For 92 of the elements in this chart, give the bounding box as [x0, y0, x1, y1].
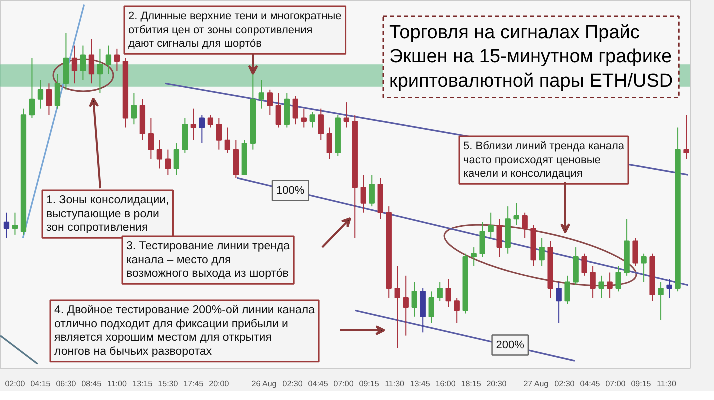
x-tick-label: 13:45	[410, 380, 431, 388]
annotation: 4. Двойное тестирование 200%-ой линии канала отлично подходит для фиксации прибыли и является хорошим местом для открытия лонгов на бычьих разворотах	[54, 304, 316, 358]
annotation: 3. Тестирование линии тренда канала – место для возможного выхода из шорто́в	[126, 240, 291, 280]
candlestick	[394, 266, 400, 349]
x-tick-label: 09:15	[631, 380, 652, 388]
candlestick	[190, 108, 197, 141]
x-tick-label: 08:45	[82, 380, 102, 388]
candlestick	[29, 58, 36, 119]
candlestick	[598, 275, 604, 298]
candlestick	[131, 92, 138, 126]
candlestick	[216, 118, 222, 150]
x-tick-label: 07:00	[606, 380, 626, 388]
x-tick-label: 11:30	[656, 380, 677, 388]
candlestick	[556, 282, 562, 324]
text: Торговля на сигналах Прайс Экшен на 15-минутном графике криптовалютной пары ETH/USD	[390, 22, 674, 92]
candlestick	[267, 89, 273, 116]
candlestick	[199, 114, 206, 144]
x-tick-label: 02:00	[5, 380, 26, 388]
candlestick	[224, 127, 231, 154]
x-tick-label: 18:15	[461, 380, 482, 388]
x-tick-label: 17:45	[184, 380, 204, 388]
candlestick	[38, 80, 44, 110]
candlestick	[46, 83, 52, 116]
candlestick	[360, 174, 366, 214]
candlestick	[88, 38, 95, 84]
candlestick	[582, 253, 588, 276]
candlestick	[539, 238, 545, 267]
candlestick	[607, 272, 613, 298]
x-tick-label: 16:00	[436, 380, 456, 388]
candlestick	[174, 143, 180, 176]
candlestick	[632, 238, 638, 267]
candlestick	[72, 45, 78, 84]
candlestick	[616, 266, 622, 292]
candlestick	[114, 48, 120, 72]
candlestick	[310, 111, 316, 128]
x-tick-label: 26 Aug	[252, 380, 277, 388]
x-tick-label: 04:45	[580, 380, 601, 388]
candlestick	[80, 45, 86, 81]
x-tick-label: 27 Aug	[524, 380, 549, 388]
x-tick-label: 02:30	[554, 380, 576, 388]
x-tick-label: 09:15	[359, 380, 380, 388]
annotation: 2. Длинные верхние тени и многократные отбития цен от зоны сопротивления дают сигналы для шорто́в	[128, 10, 342, 50]
x-tick-label: 07:00	[334, 380, 354, 388]
candlestick	[658, 282, 664, 321]
candlestick	[684, 114, 690, 160]
candlestick	[106, 45, 112, 75]
candlestick	[403, 275, 409, 336]
x-tick-label: 02:30	[282, 380, 304, 388]
x-tick-label: 04:45	[308, 380, 329, 388]
candlestick	[522, 212, 528, 239]
x-tick-label: 13:15	[132, 380, 154, 388]
candlestick	[480, 222, 486, 258]
x-tick-label: 06:30	[56, 380, 77, 388]
candlestick	[666, 278, 672, 298]
candlestick	[326, 127, 332, 160]
x-tick-label: 15:30	[158, 380, 179, 388]
candlestick	[208, 114, 214, 128]
candlestick	[428, 291, 434, 324]
candlestick	[148, 118, 154, 160]
candlestick	[564, 275, 570, 305]
candlestick	[258, 80, 264, 110]
candlestick	[54, 74, 61, 110]
candlestick	[276, 92, 282, 128]
annotation: 5. Вблизи линий тренда канала часто происходят ценовые качели и консолидация	[464, 140, 626, 180]
candlestick	[446, 278, 452, 308]
candlestick	[301, 108, 307, 128]
x-tick-label: 11:30	[385, 380, 406, 388]
candlestick	[97, 48, 104, 94]
candlestick	[437, 282, 443, 302]
candlestick	[590, 266, 596, 298]
x-tick-label: 20:00	[209, 380, 230, 388]
candlestick	[292, 96, 298, 126]
x-tick-label: 04:15	[30, 380, 52, 388]
annotation: 100%	[276, 184, 305, 197]
candlestick	[4, 212, 10, 239]
annotation: 200%	[496, 339, 525, 352]
candlestick	[369, 174, 375, 208]
annotation: 1. Зоны консолидации, выступающие в роли зон сопротивления	[46, 194, 170, 234]
candlestick	[488, 212, 494, 239]
candlestick	[318, 108, 324, 141]
x-tick-label: 20:30	[486, 380, 508, 388]
candlestick	[412, 282, 418, 318]
candlestick	[165, 149, 172, 176]
candlestick	[471, 247, 477, 267]
candlestick	[496, 218, 502, 258]
candlestick	[12, 212, 18, 236]
x-tick-label: 11:00	[107, 380, 128, 388]
candlestick	[344, 102, 350, 128]
candlestick	[454, 297, 460, 324]
candlestick	[514, 202, 520, 226]
candlestick	[156, 140, 163, 170]
candlestick	[641, 253, 647, 283]
